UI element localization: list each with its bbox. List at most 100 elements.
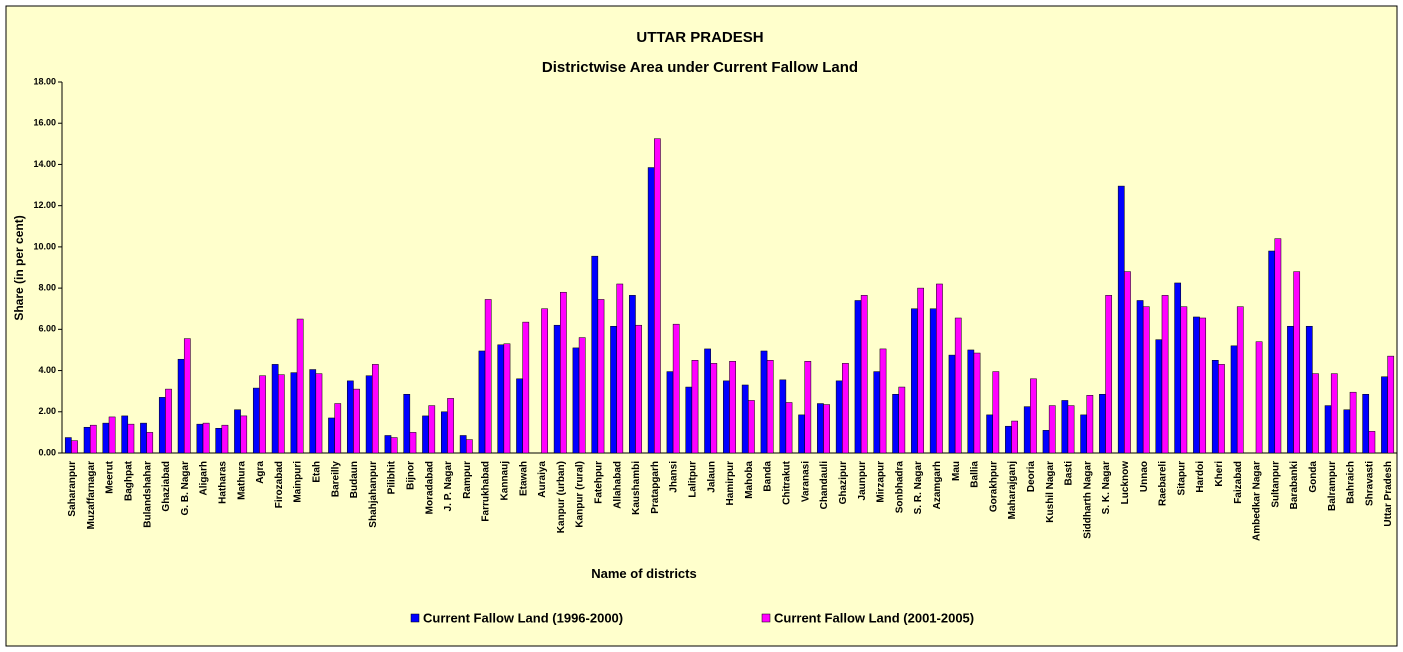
x-tick-label: Basti bbox=[1064, 461, 1075, 486]
x-tick-label: Chitrakut bbox=[782, 460, 793, 505]
x-tick-label: Farrukhabad bbox=[481, 461, 492, 522]
bar bbox=[71, 440, 78, 454]
bar bbox=[1236, 306, 1244, 454]
bar bbox=[497, 344, 505, 454]
y-tick-label: 18.00 bbox=[33, 76, 56, 86]
x-tick-label: Fatehpur bbox=[594, 461, 605, 504]
bar bbox=[422, 415, 429, 454]
x-tick-label: Bulandshahar bbox=[142, 461, 153, 528]
x-tick-label: Azamgarh bbox=[932, 461, 943, 509]
bar bbox=[860, 295, 868, 454]
x-tick-label: Lalitpur bbox=[688, 461, 699, 498]
bar bbox=[560, 291, 567, 454]
bar bbox=[409, 432, 417, 454]
x-tick-label: Barabanki bbox=[1289, 461, 1300, 510]
bar bbox=[729, 361, 736, 454]
bar bbox=[779, 379, 787, 454]
x-tick-label: Jhansi bbox=[669, 461, 680, 493]
y-tick-label: 8.00 bbox=[38, 282, 56, 292]
bar bbox=[986, 414, 993, 454]
bar bbox=[177, 358, 185, 454]
bar bbox=[522, 321, 530, 454]
x-tick-label: Sonbhadra bbox=[894, 461, 905, 514]
bar bbox=[1136, 300, 1144, 454]
x-tick-label: Auraiya bbox=[537, 461, 548, 498]
bar bbox=[447, 398, 454, 454]
x-tick-label: Sultanpur bbox=[1270, 461, 1281, 508]
bar bbox=[403, 394, 411, 454]
bar bbox=[346, 380, 354, 454]
bar bbox=[328, 417, 335, 454]
bar bbox=[741, 384, 749, 454]
x-tick-label: Kanpur (urban) bbox=[556, 461, 567, 533]
bar bbox=[1048, 405, 1056, 454]
bar bbox=[390, 437, 398, 454]
bar bbox=[234, 409, 241, 454]
bar bbox=[973, 352, 981, 454]
legend-label: Current Fallow Land (2001-2005) bbox=[774, 610, 974, 625]
bar bbox=[842, 363, 849, 454]
bar bbox=[798, 414, 805, 454]
bar bbox=[597, 299, 605, 454]
x-axis-title: Name of districts bbox=[591, 566, 696, 581]
bar bbox=[89, 424, 97, 454]
bar bbox=[1086, 395, 1094, 454]
y-tick-label: 4.00 bbox=[38, 365, 56, 375]
bar bbox=[1362, 394, 1370, 454]
bar bbox=[936, 283, 943, 454]
bar bbox=[1324, 405, 1332, 454]
bar bbox=[252, 387, 260, 454]
y-tick-label: 2.00 bbox=[38, 406, 56, 416]
bar bbox=[296, 318, 304, 454]
x-tick-label: Kanpur (rural) bbox=[575, 461, 586, 528]
x-tick-label: Muzaffarnagar bbox=[86, 461, 97, 529]
x-tick-label: Firozabad bbox=[274, 461, 285, 508]
bar bbox=[516, 378, 523, 454]
x-tick-label: Lucknow bbox=[1120, 461, 1131, 505]
y-tick-label: 14.00 bbox=[33, 159, 56, 169]
x-tick-label: Pilibhit bbox=[387, 460, 398, 494]
bar bbox=[635, 324, 642, 454]
bar bbox=[478, 350, 486, 454]
x-tick-label: Sitapur bbox=[1176, 461, 1187, 496]
bar bbox=[817, 403, 824, 454]
bar bbox=[1312, 373, 1319, 454]
bar bbox=[353, 388, 360, 454]
bar bbox=[1080, 414, 1088, 454]
bar bbox=[1193, 316, 1200, 454]
bar bbox=[459, 435, 467, 454]
bar bbox=[371, 364, 379, 454]
bar bbox=[1005, 425, 1012, 454]
bar bbox=[1218, 364, 1225, 454]
chart-title: UTTAR PRADESH bbox=[636, 29, 763, 46]
x-tick-label: J. P. Nagar bbox=[443, 461, 454, 512]
x-tick-label: Unnao bbox=[1139, 461, 1150, 492]
bar bbox=[1124, 271, 1131, 454]
bar bbox=[428, 405, 436, 454]
bar bbox=[365, 375, 373, 454]
bar bbox=[271, 364, 279, 454]
x-tick-label: Balrampur bbox=[1327, 461, 1338, 511]
bar bbox=[666, 371, 674, 454]
bar bbox=[1042, 430, 1050, 454]
legend-label: Current Fallow Land (1996-2000) bbox=[423, 610, 623, 625]
bar bbox=[610, 325, 617, 454]
bar bbox=[1349, 391, 1357, 454]
bar bbox=[196, 423, 204, 454]
y-tick-label: 6.00 bbox=[38, 324, 56, 334]
bar bbox=[1381, 376, 1388, 454]
bar bbox=[823, 404, 830, 454]
x-tick-label: Kheri bbox=[1214, 461, 1225, 487]
bar bbox=[917, 287, 924, 454]
bar bbox=[441, 411, 448, 454]
x-tick-label: Siddharth Nagar bbox=[1082, 461, 1093, 539]
bar bbox=[578, 337, 586, 454]
bar bbox=[898, 386, 906, 454]
x-tick-label: G. B. Nagar bbox=[180, 461, 191, 516]
bar bbox=[121, 415, 129, 454]
bar bbox=[691, 360, 699, 454]
y-axis-title: Share (in per cent) bbox=[12, 215, 26, 320]
bar bbox=[879, 348, 887, 454]
bar bbox=[929, 308, 937, 454]
bar bbox=[804, 361, 812, 454]
